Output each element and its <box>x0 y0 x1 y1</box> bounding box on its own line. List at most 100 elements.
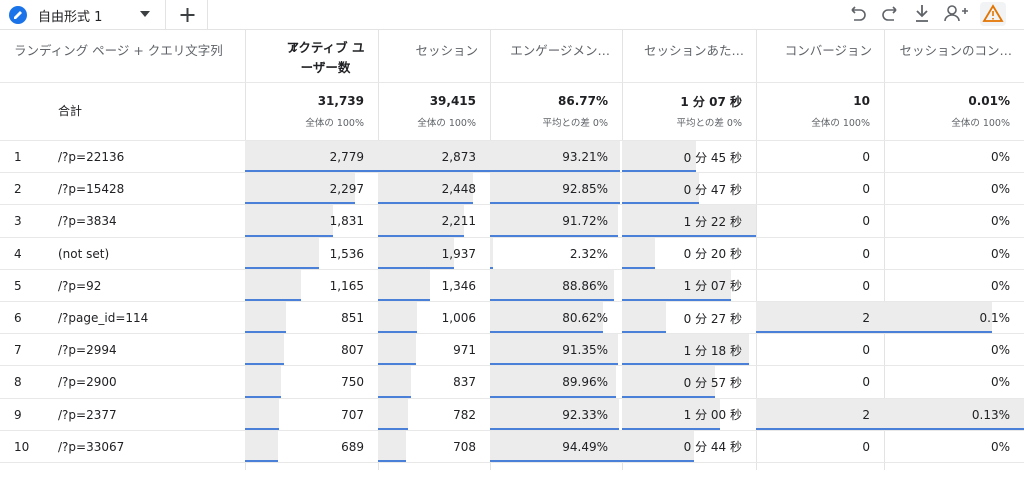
cell-bar-line <box>622 427 721 430</box>
column-header[interactable]: セッションのコン… <box>899 43 1012 58</box>
cell-bar-line <box>245 299 301 301</box>
cell-value: 0% <box>990 182 1010 197</box>
cell-bar-line <box>622 234 756 237</box>
cell-bar <box>490 205 619 236</box>
cell-bar <box>756 302 884 333</box>
cell-bar-line <box>490 460 622 462</box>
tab-title[interactable]: 自由形式 1 <box>38 10 103 25</box>
cell-bar <box>622 173 699 204</box>
row-label[interactable]: /?p=33067 <box>58 439 125 454</box>
cell-value: 2 <box>862 407 870 422</box>
row-index: 8 <box>14 375 22 390</box>
cell-bar <box>622 269 732 300</box>
row-label[interactable]: /?p=2377 <box>58 407 117 422</box>
row-label[interactable]: /?p=2994 <box>58 343 117 358</box>
cell-value: 0 <box>862 343 870 358</box>
cell-bar-line <box>622 331 667 334</box>
cell-bar <box>378 141 490 172</box>
total-value: 1 分 07 秒 <box>680 94 742 109</box>
cell-bar-line <box>756 427 884 430</box>
cell-bar-line <box>756 331 884 334</box>
cell-bar-line <box>245 170 378 173</box>
row-label[interactable]: /?p=2900 <box>58 375 117 390</box>
cell-value: 0 <box>862 182 870 197</box>
cell-bar <box>378 430 406 461</box>
total-note: 全体の 100% <box>305 118 364 129</box>
row-index: 3 <box>14 214 22 229</box>
cell-value: 80.62% <box>562 311 608 326</box>
cell-value: 91.72% <box>562 214 608 229</box>
cell-value: 0 <box>862 278 870 293</box>
cell-bar-line <box>378 427 409 430</box>
cell-value: 0% <box>990 343 1010 358</box>
cell-bar <box>622 237 655 268</box>
cell-value: 92.85% <box>562 182 608 197</box>
dimension-header[interactable]: ランディング ページ + クエリ文字列 <box>14 43 223 58</box>
cell-value: 0 <box>862 439 870 454</box>
cell-bar <box>245 398 279 429</box>
row-divider <box>0 204 1024 206</box>
cell-bar <box>378 237 454 268</box>
cell-value: 2,779 <box>329 150 364 165</box>
cell-bar-line <box>622 460 694 462</box>
cell-bar-line <box>622 363 750 366</box>
row-label[interactable]: /?page_id=114 <box>58 311 149 326</box>
cell-bar <box>378 205 465 236</box>
total-note: 全体の 100% <box>417 118 476 129</box>
column-header[interactable]: セッション <box>415 43 478 58</box>
row-label[interactable]: /?p=22136 <box>58 150 125 165</box>
row-label[interactable]: /?p=3834 <box>58 214 117 229</box>
cell-value: 0% <box>990 439 1010 454</box>
column-header[interactable]: コンバージョン <box>784 43 872 58</box>
cell-bar <box>622 430 694 461</box>
row-label[interactable]: /?p=92 <box>58 278 102 293</box>
cell-bar <box>378 302 418 333</box>
row-index: 1 <box>14 150 22 165</box>
cell-bar <box>490 430 622 461</box>
row-index: 7 <box>14 343 22 358</box>
cell-bar-line <box>378 202 474 205</box>
cell-value: 782 <box>453 407 476 422</box>
cell-value: 1,536 <box>329 246 364 261</box>
row-index: 6 <box>14 311 22 326</box>
row-index: 10 <box>14 439 30 454</box>
cell-value: 2,297 <box>329 182 364 197</box>
column-header[interactable]: セッションあた… <box>643 43 744 58</box>
cell-bar-line <box>490 395 616 398</box>
cell-value: 0 分 44 秒 <box>683 440 742 455</box>
cell-bar-line <box>245 234 333 237</box>
cell-bar <box>245 205 333 236</box>
row-label[interactable]: (not set) <box>58 246 110 261</box>
row-divider <box>0 462 1024 463</box>
cell-value: 0 <box>862 375 870 390</box>
cell-bar-line <box>622 266 655 269</box>
cell-bar-line <box>245 460 278 462</box>
cell-value: 750 <box>341 375 364 390</box>
total-note: 全体の 100% <box>811 118 870 129</box>
cell-value: 1,937 <box>441 246 476 261</box>
cell-bar-line <box>490 299 615 301</box>
cell-bar <box>884 398 1024 429</box>
cell-bar <box>490 398 619 429</box>
cell-bar <box>378 269 431 300</box>
dropdown[interactable] <box>140 10 150 18</box>
toolbar-icons[interactable] <box>846 2 1016 26</box>
row-label[interactable]: /?p=15428 <box>58 182 125 197</box>
cell-value: 689 <box>341 439 364 454</box>
column-header[interactable]: エンゲージメン… <box>510 43 610 58</box>
cell-bar <box>622 205 756 236</box>
add-tab[interactable] <box>165 0 208 30</box>
cell-value: 1 分 07 秒 <box>683 279 742 294</box>
cell-value: 1,165 <box>329 278 364 293</box>
cell-bar-line <box>622 395 716 398</box>
cell-value: 807 <box>341 343 364 358</box>
column-header[interactable]: アクティブ ユーザー数 ↓ <box>286 40 365 75</box>
cell-bar <box>622 334 750 365</box>
cell-value: 1,831 <box>329 214 364 229</box>
total-note: 平均との差 0% <box>542 118 609 129</box>
total-value: 31,739 <box>317 94 364 108</box>
cell-value: 707 <box>341 407 364 422</box>
cell-value: 0 <box>862 214 870 229</box>
cell-bar <box>490 334 618 365</box>
